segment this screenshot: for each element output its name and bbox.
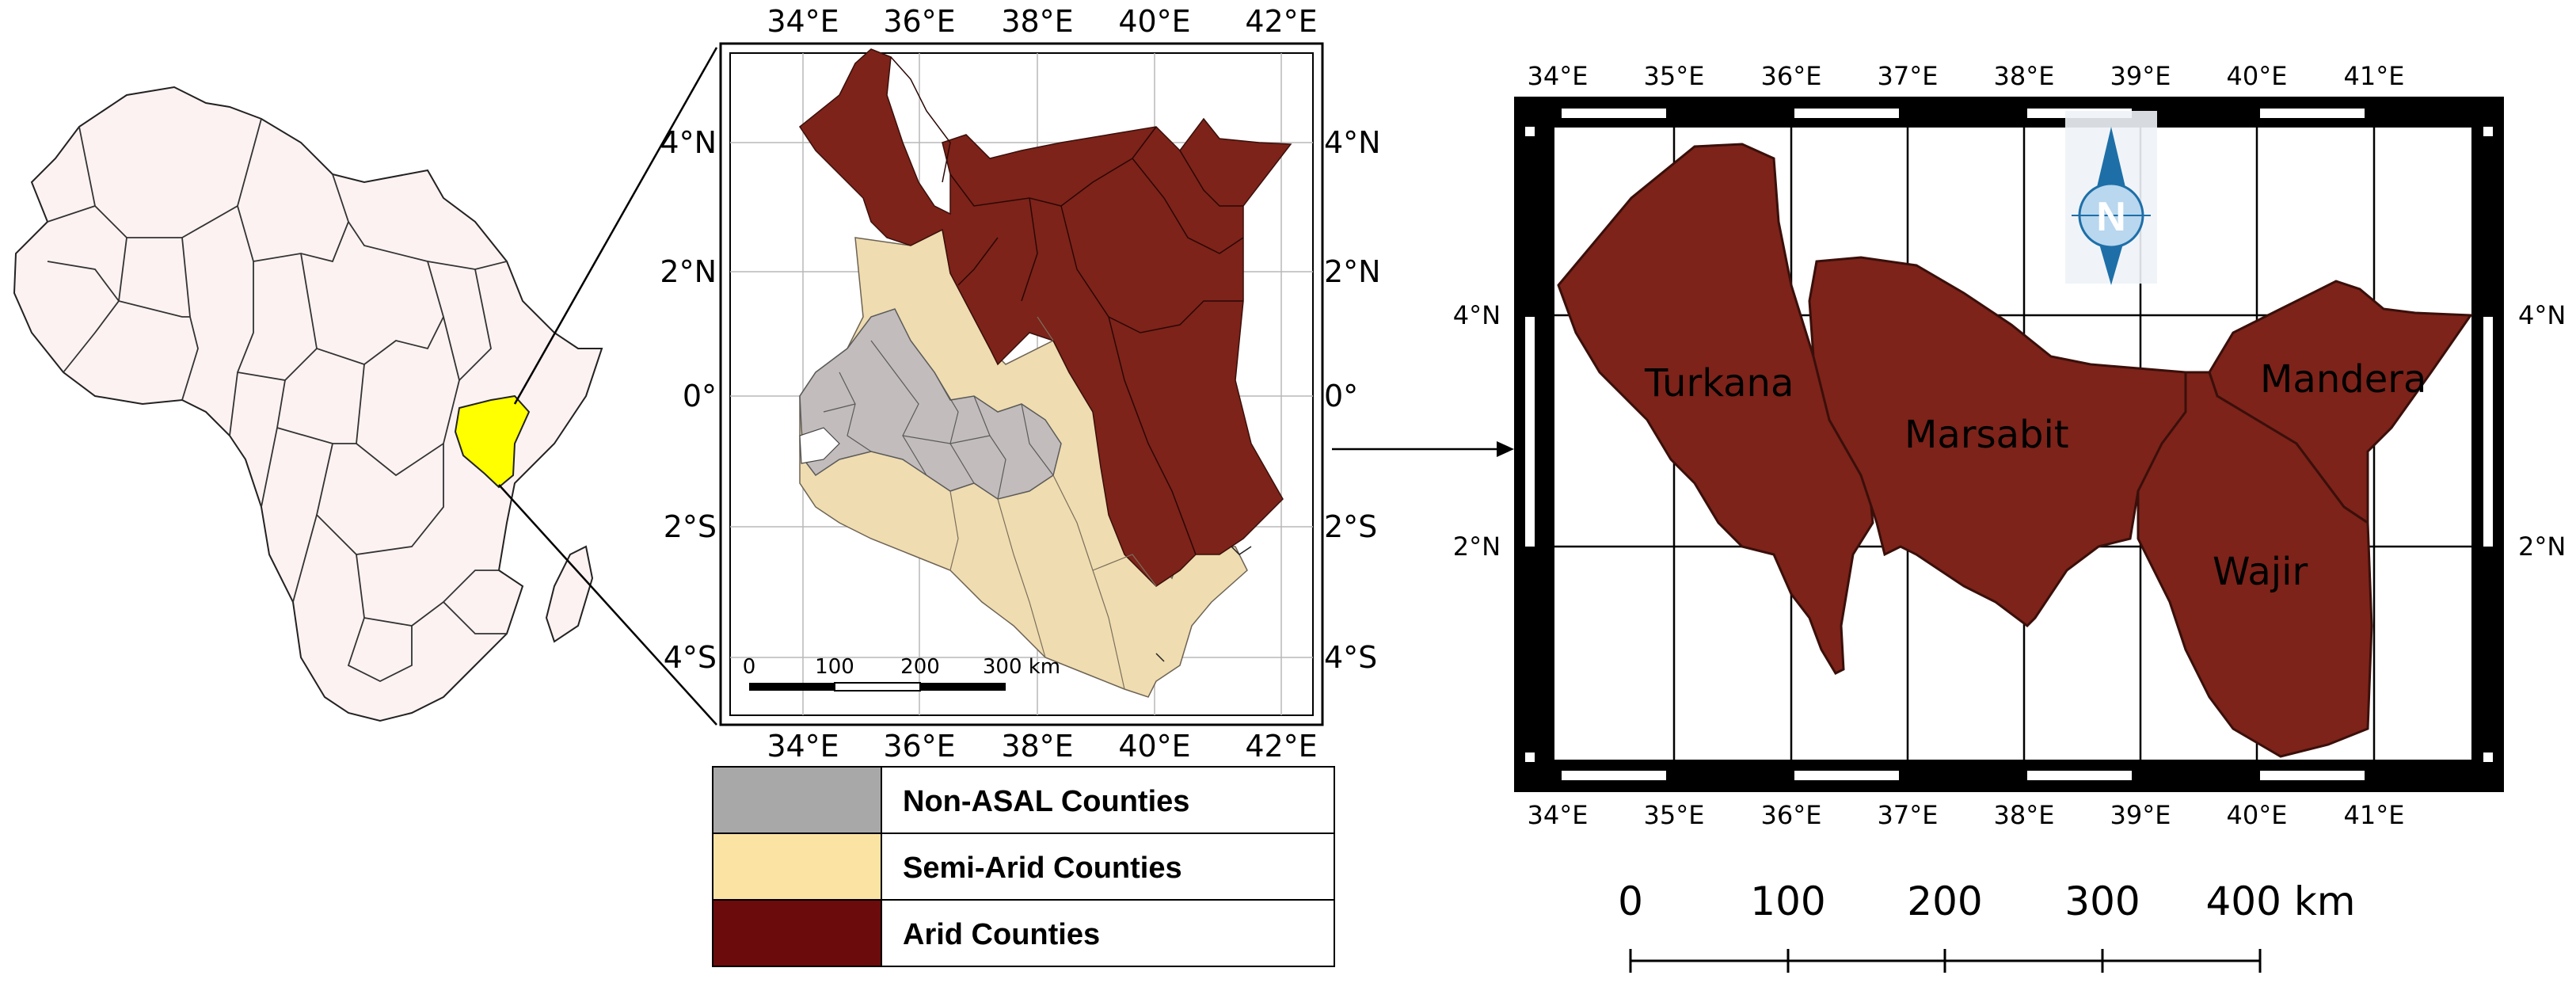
study-lon-bottom-3: 37°E	[1878, 800, 1939, 830]
madagascar	[545, 545, 594, 643]
study-lon-top-1: 35°E	[1644, 61, 1705, 91]
inset-lat-left-4: 4°S	[664, 640, 717, 675]
inset-lat-ticks-right: 4°N 2°N 0° 2°S 4°S	[1324, 125, 1381, 675]
inset-lon-top-2: 38°E	[1001, 4, 1073, 39]
inset-scale-label-1: 100	[815, 655, 854, 679]
study-lon-bottom-0: 34°E	[1528, 800, 1589, 830]
study-lat-left-1: 2°N	[1453, 532, 1501, 562]
study-lat-right-1: 2°N	[2518, 532, 2566, 562]
study-lon-top-4: 38°E	[1994, 61, 2055, 91]
africa-continent	[13, 86, 603, 722]
inset-scale-bar: 0 100 200 300 km	[743, 655, 1060, 692]
arid-county-borders	[890, 56, 1244, 555]
inset-lat-right-4: 4°S	[1324, 640, 1377, 675]
label-wajir: Wajir	[2213, 550, 2308, 594]
study-lon-ticks-top: 34°E 35°E 36°E 37°E 38°E 39°E 40°E 41°E	[1528, 61, 2405, 91]
inset-lat-right-2: 0°	[1324, 379, 1358, 413]
county-turkana	[1557, 143, 1874, 675]
study-scale-label-4: 400 km	[2206, 878, 2356, 924]
study-scale-label-3: 300	[2064, 878, 2140, 924]
label-turkana: Turkana	[1644, 361, 1794, 406]
study-lon-top-5: 39°E	[2110, 61, 2171, 91]
inset-lon-ticks-top: 34°E 36°E 38°E 40°E 42°E	[767, 4, 1317, 39]
coast-islands	[1155, 546, 1252, 662]
inset-lon-bottom-0: 34°E	[767, 729, 839, 764]
study-lon-top-3: 37°E	[1878, 61, 1939, 91]
county-wajir	[2137, 371, 2373, 758]
study-scale-label-1: 100	[1750, 878, 1825, 924]
inset-lon-top-4: 42°E	[1245, 4, 1317, 39]
study-lat-right-0: 4°N	[2518, 300, 2566, 330]
inset-lat-right-1: 2°N	[1324, 254, 1381, 289]
study-scale-label-2: 200	[1907, 878, 1982, 924]
study-lon-top-0: 34°E	[1528, 61, 1589, 91]
study-lon-bottom-5: 39°E	[2110, 800, 2171, 830]
africa-borders	[47, 118, 508, 683]
study-lon-top-2: 36°E	[1761, 61, 1822, 91]
inset-scale-label-3: 300 km	[983, 655, 1060, 679]
study-lat-ticks: 4°N 2°N 4°N 2°N	[1453, 300, 2566, 562]
legend-swatch-arid	[713, 901, 881, 966]
zoom-arrow	[1332, 441, 1514, 457]
inset-lat-right-3: 2°S	[1324, 509, 1377, 544]
inset-lon-bottom-4: 42°E	[1245, 729, 1317, 764]
legend-label-non-asal: Non-ASAL Counties	[903, 785, 1189, 818]
legend-swatch-semi-arid	[713, 834, 881, 899]
non-asal-region	[799, 308, 1062, 500]
study-scale-bar: 0 100 200 300 400 km	[1618, 878, 2356, 973]
study-lon-top-7: 41°E	[2344, 61, 2405, 91]
kenya-inset-map: 34°E 36°E 38°E 40°E 42°E 34°E 36°E 38°E …	[660, 4, 1380, 764]
study-lon-top-6: 40°E	[2227, 61, 2288, 91]
inset-lat-ticks-left: 4°N 2°N 0° 2°S 4°S	[660, 125, 717, 675]
kenya-highlight	[454, 394, 531, 489]
zoom-line-top	[513, 47, 718, 405]
lake-victoria	[799, 427, 840, 464]
legend-label-semi-arid: Semi-Arid Counties	[903, 852, 1182, 885]
non-asal-county-borders	[823, 340, 1054, 500]
county-marsabit	[1808, 256, 2187, 627]
inset-lon-top-3: 40°E	[1118, 4, 1190, 39]
inset-lon-top-0: 34°E	[767, 4, 839, 39]
inset-lon-top-1: 36°E	[883, 4, 955, 39]
inset-lat-right-0: 4°N	[1324, 125, 1381, 160]
zoom-line-bottom	[498, 484, 717, 726]
study-area-map: Turkana Marsabit Mandera Wajir N 34°E 35…	[1453, 61, 2566, 830]
inset-lat-left-0: 4°N	[660, 125, 717, 160]
study-lon-bottom-1: 35°E	[1644, 800, 1705, 830]
arid-region	[798, 48, 1292, 587]
inset-lon-bottom-3: 40°E	[1118, 729, 1190, 764]
legend: Non-ASAL Counties Semi-Arid Counties Ari…	[712, 766, 1335, 967]
inset-scale-label-0: 0	[743, 655, 756, 679]
legend-swatch-non-asal	[713, 768, 881, 833]
north-arrow-letter: N	[2096, 194, 2126, 240]
inset-scale-label-2: 200	[900, 655, 940, 679]
study-lon-bottom-6: 40°E	[2227, 800, 2288, 830]
inset-lon-ticks-bottom: 34°E 36°E 38°E 40°E 42°E	[767, 729, 1317, 764]
north-arrow: N	[2065, 111, 2157, 285]
label-mandera: Mandera	[2260, 357, 2426, 402]
study-lat-left-0: 4°N	[1453, 300, 1501, 330]
study-lon-bottom-4: 38°E	[1994, 800, 2055, 830]
study-lon-ticks-bottom: 34°E 35°E 36°E 37°E 38°E 39°E 40°E 41°E	[1528, 800, 2405, 830]
semi-arid-county-borders	[949, 316, 1157, 690]
legend-label-arid: Arid Counties	[903, 918, 1100, 951]
inset-lat-left-1: 2°N	[660, 254, 717, 289]
study-scale-label-0: 0	[1618, 878, 1643, 924]
inset-lat-left-2: 0°	[683, 379, 717, 413]
inset-lon-bottom-1: 36°E	[883, 729, 955, 764]
inset-lat-left-3: 2°S	[664, 509, 717, 544]
study-lon-bottom-7: 41°E	[2344, 800, 2405, 830]
inset-lon-bottom-2: 38°E	[1001, 729, 1073, 764]
africa-map	[13, 47, 718, 726]
label-marsabit: Marsabit	[1904, 413, 2069, 457]
study-lon-bottom-2: 36°E	[1761, 800, 1822, 830]
